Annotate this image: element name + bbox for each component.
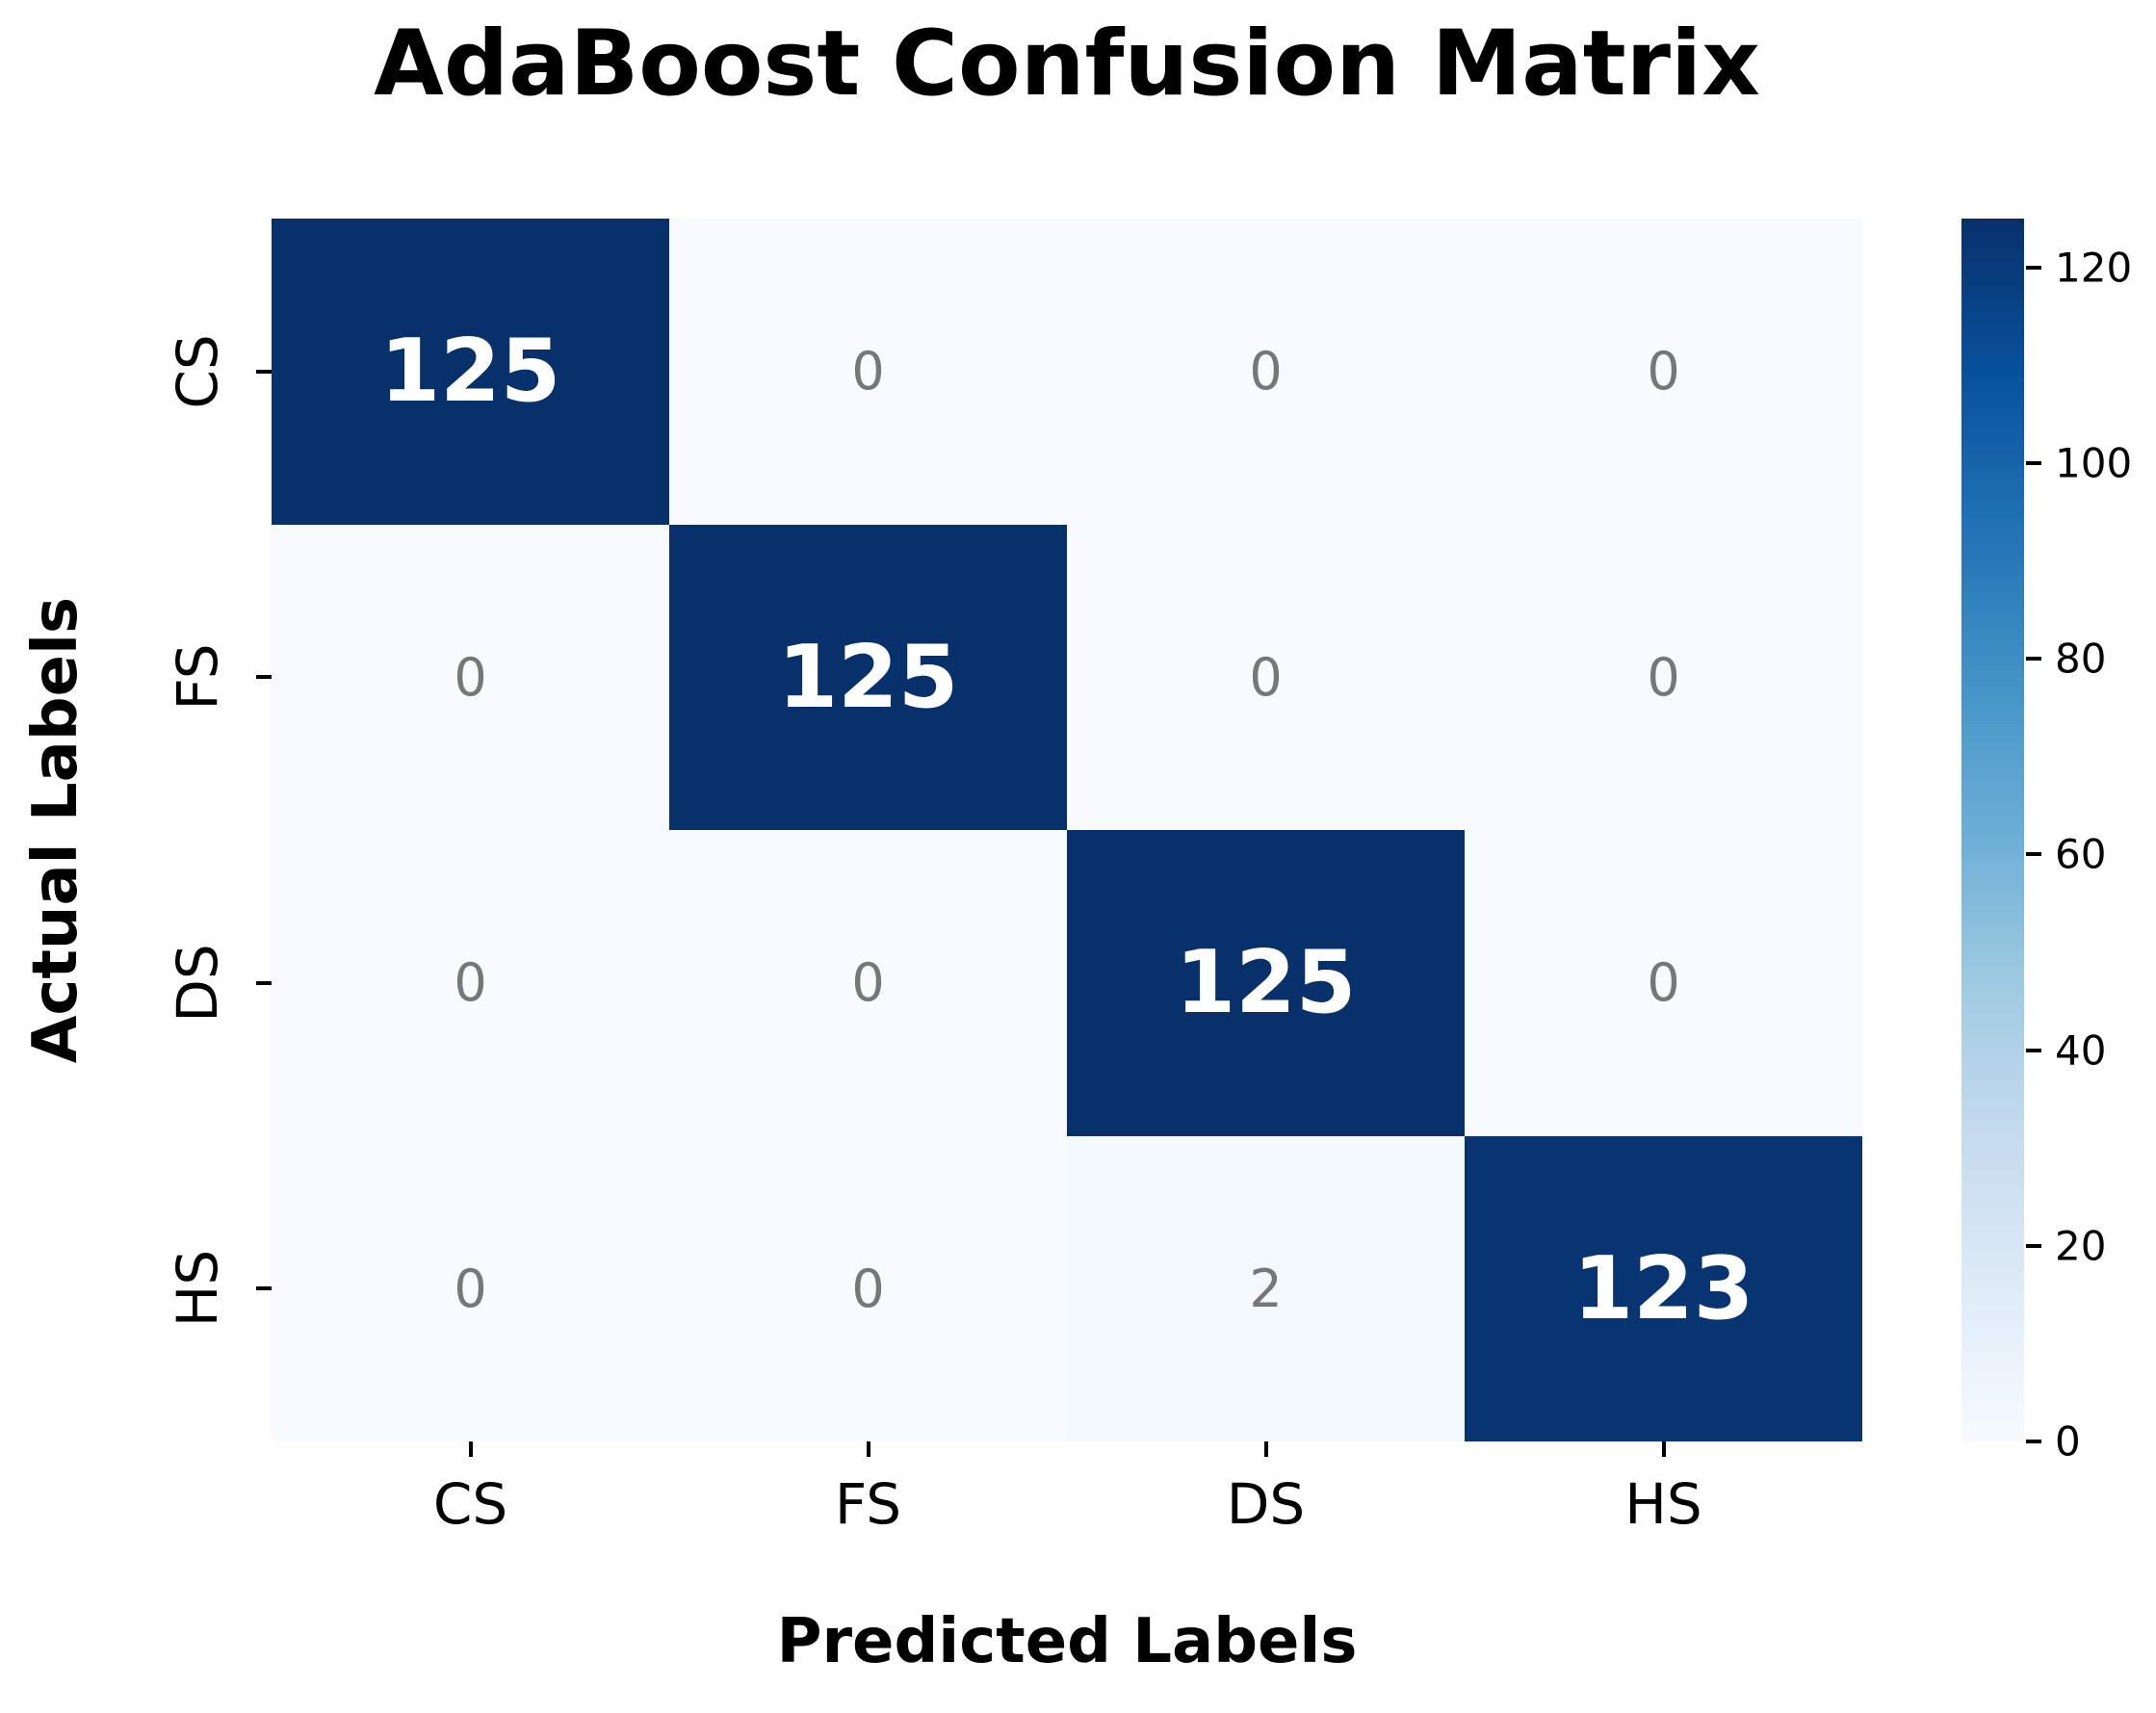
colorbar-tick-mark-0 — [2026, 1440, 2041, 1443]
colorbar-tick-mark-40 — [2026, 1048, 2041, 1052]
cell-value: 0 — [454, 646, 487, 708]
chart-title: AdaBoost Confusion Matrix — [374, 12, 1760, 117]
cell-CS-CS: 125 — [272, 219, 669, 525]
cell-HS-HS: 123 — [1465, 1135, 1862, 1441]
cell-value: 0 — [851, 341, 885, 402]
colorbar-tick-label-20: 20 — [2055, 1222, 2107, 1270]
colorbar — [1961, 219, 2024, 1441]
cell-value: 0 — [851, 952, 885, 1014]
cell-CS-FS: 0 — [669, 219, 1067, 525]
cell-value: 2 — [1249, 1258, 1283, 1319]
colorbar-tick-mark-120 — [2026, 265, 2041, 270]
x-tick-mark-DS — [1263, 1441, 1268, 1457]
colorbar-tick-label-80: 80 — [2055, 635, 2107, 683]
cell-value: 0 — [1249, 341, 1283, 402]
cell-HS-FS: 0 — [669, 1135, 1067, 1441]
colorbar-tick-mark-20 — [2026, 1243, 2041, 1248]
cell-value: 0 — [1647, 952, 1680, 1014]
row-label-FS: FS — [165, 643, 230, 711]
cell-HS-DS: 2 — [1067, 1135, 1465, 1441]
row-label-HS: HS — [165, 1250, 230, 1328]
y-tick-mark-CS — [256, 369, 272, 374]
cell-FS-DS: 0 — [1067, 524, 1465, 830]
x-tick-mark-CS — [468, 1441, 473, 1457]
colorbar-tick-label-0: 0 — [2055, 1417, 2081, 1466]
col-label-HS: HS — [1624, 1471, 1702, 1537]
y-axis-label: Actual Labels — [20, 596, 91, 1064]
cell-value: 0 — [1647, 646, 1680, 708]
colorbar-tick-mark-60 — [2026, 852, 2041, 857]
cell-value: 0 — [454, 1258, 487, 1319]
y-tick-mark-HS — [256, 1286, 272, 1291]
colorbar-tick-label-40: 40 — [2055, 1026, 2107, 1075]
cell-value: 125 — [1175, 932, 1357, 1034]
x-tick-mark-HS — [1661, 1441, 1666, 1457]
heatmap-grid: 125 0 0 0 0 125 0 0 0 0 125 0 0 0 2 123 — [272, 219, 1862, 1441]
cell-DS-DS: 125 — [1067, 830, 1465, 1136]
col-label-FS: FS — [834, 1471, 902, 1537]
cell-value: 0 — [851, 1258, 885, 1319]
cell-FS-CS: 0 — [272, 524, 669, 830]
colorbar-tick-label-60: 60 — [2055, 830, 2107, 878]
x-axis-label: Predicted Labels — [776, 1606, 1358, 1677]
cell-value: 125 — [379, 321, 561, 423]
y-tick-mark-DS — [256, 980, 272, 985]
colorbar-tick-mark-80 — [2026, 657, 2041, 662]
col-label-DS: DS — [1226, 1471, 1306, 1537]
cell-CS-HS: 0 — [1465, 219, 1862, 525]
y-tick-mark-FS — [256, 675, 272, 680]
cell-FS-HS: 0 — [1465, 524, 1862, 830]
cell-value: 0 — [1249, 646, 1283, 708]
cell-value: 0 — [454, 952, 487, 1014]
colorbar-tick-mark-100 — [2026, 461, 2041, 465]
cell-value: 123 — [1572, 1237, 1754, 1339]
row-label-CS: CS — [165, 334, 230, 409]
cell-FS-FS: 125 — [669, 524, 1067, 830]
colorbar-tick-label-100: 100 — [2055, 439, 2133, 487]
colorbar-tick-label-120: 120 — [2055, 244, 2133, 292]
cell-DS-HS: 0 — [1465, 830, 1862, 1136]
cell-DS-CS: 0 — [272, 830, 669, 1136]
row-label-DS: DS — [165, 944, 230, 1023]
cell-DS-FS: 0 — [669, 830, 1067, 1136]
col-label-CS: CS — [432, 1471, 508, 1537]
cell-CS-DS: 0 — [1067, 219, 1465, 525]
x-tick-mark-FS — [866, 1441, 870, 1457]
cell-HS-CS: 0 — [272, 1135, 669, 1441]
cell-value: 125 — [777, 626, 959, 728]
cell-value: 0 — [1647, 341, 1680, 402]
